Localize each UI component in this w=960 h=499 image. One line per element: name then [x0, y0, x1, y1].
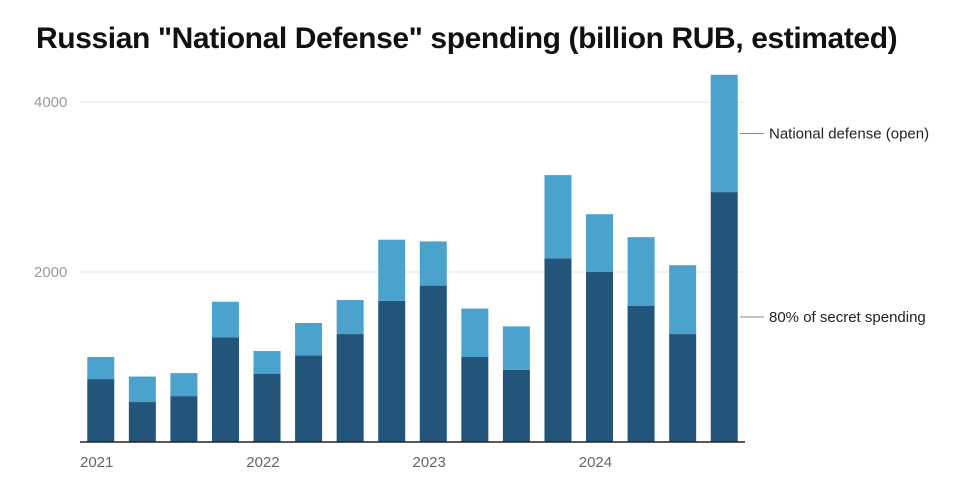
bar-open-15 — [710, 74, 738, 193]
bar-secret-14 — [669, 334, 697, 442]
bar-secret-4 — [253, 374, 281, 442]
x-tick-label-2023: 2023 — [413, 454, 446, 471]
bar-secret-1 — [128, 402, 156, 442]
bar-open-6 — [336, 300, 364, 335]
bar-open-8 — [419, 241, 447, 286]
bar-secret-2 — [170, 396, 198, 442]
bar-open-7 — [378, 239, 406, 301]
bar-secret-13 — [627, 306, 655, 442]
bar-open-0 — [87, 357, 115, 380]
bar-open-1 — [128, 376, 156, 403]
bar-open-4 — [253, 351, 281, 374]
bar-secret-9 — [461, 357, 489, 442]
x-tick-label-2021: 2021 — [80, 454, 113, 471]
bar-open-2 — [170, 373, 198, 397]
bar-secret-8 — [419, 285, 447, 442]
y-axis-tick-labels: 2000 4000 — [34, 94, 67, 281]
bar-open-3 — [211, 301, 239, 338]
bar-secret-6 — [336, 334, 364, 442]
legend-label-open: National defense (open) — [769, 125, 929, 142]
bar-secret-11 — [544, 258, 572, 442]
legend: 80% of secret spending National defense (… — [739, 125, 929, 326]
y-tick-label-2000: 2000 — [34, 264, 67, 281]
bar-open-5 — [295, 323, 323, 356]
bar-open-11 — [544, 175, 572, 259]
x-tick-label-2024: 2024 — [579, 454, 612, 471]
chart-title: Russian "National Defense" spending (bil… — [36, 22, 898, 55]
bar-secret-15 — [710, 192, 738, 442]
x-tick-label-2022: 2022 — [246, 454, 279, 471]
bar-secret-7 — [378, 300, 406, 442]
legend-label-secret: 80% of secret spending — [769, 309, 926, 326]
bar-secret-12 — [586, 272, 614, 442]
bar-open-13 — [627, 237, 655, 306]
bar-open-10 — [502, 326, 530, 370]
bar-open-12 — [586, 214, 614, 272]
bar-open-9 — [461, 308, 489, 357]
bar-secret-0 — [87, 379, 115, 442]
y-tick-label-4000: 4000 — [34, 94, 67, 111]
bar-secret-10 — [502, 369, 530, 442]
bar-open-14 — [669, 265, 697, 335]
bar-series — [87, 74, 738, 442]
x-axis: 2021 2022 2023 2024 — [80, 441, 745, 471]
bar-secret-3 — [211, 337, 239, 442]
bar-secret-5 — [295, 355, 323, 442]
